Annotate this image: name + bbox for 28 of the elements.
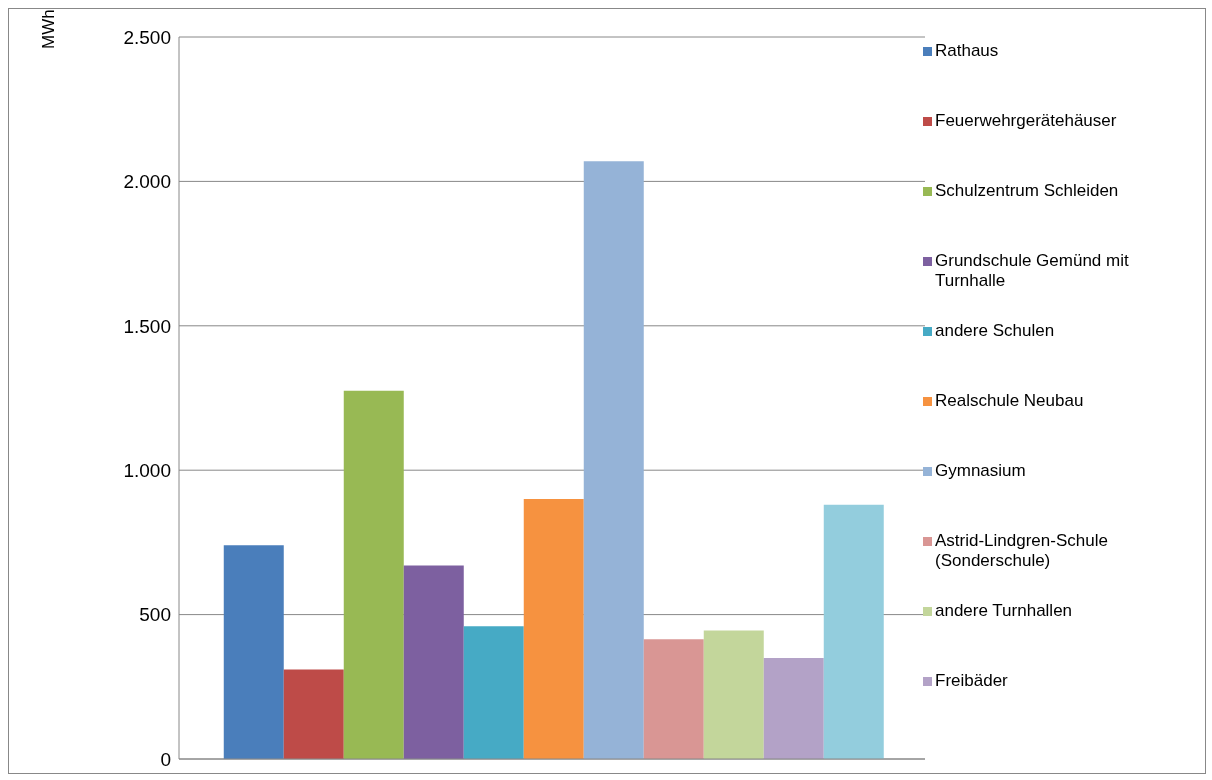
y-tick-label: 1.500 xyxy=(123,315,171,337)
bar xyxy=(703,630,764,759)
bar xyxy=(343,390,404,759)
bar xyxy=(643,639,704,759)
legend-label: Schulzentrum Schleiden xyxy=(935,181,1119,201)
y-tick-label: 500 xyxy=(139,604,171,626)
y-tick-label: 1.000 xyxy=(123,459,171,481)
bar xyxy=(763,657,824,759)
legend-label: Realschule Neubau xyxy=(935,391,1084,411)
legend-label: andere Turnhallen xyxy=(935,601,1073,621)
y-tick-label: 2.000 xyxy=(123,171,171,193)
legend-label: Gymnasium xyxy=(935,461,1026,481)
legend-label: Freibäder xyxy=(935,671,1008,691)
y-axis-title: MWh xyxy=(39,9,59,49)
legend-label: Rathaus xyxy=(935,41,999,61)
bar xyxy=(523,499,584,759)
bar xyxy=(283,669,344,759)
bar xyxy=(223,545,284,759)
legend-label: Grundschule Gemünd mit Turnhalle xyxy=(935,251,1130,291)
y-tick-label: 0 xyxy=(160,748,171,770)
legend-label: Astrid-Lindgren-Schule (Sonderschule) xyxy=(935,531,1109,571)
bar xyxy=(823,504,884,759)
y-tick-label: 2.500 xyxy=(123,26,171,48)
legend-label: andere Schulen xyxy=(935,321,1055,341)
bar xyxy=(583,161,644,759)
bar xyxy=(463,626,524,759)
legend-label: Feuerwehrgerätehäuser xyxy=(935,111,1117,131)
bar xyxy=(403,565,464,759)
